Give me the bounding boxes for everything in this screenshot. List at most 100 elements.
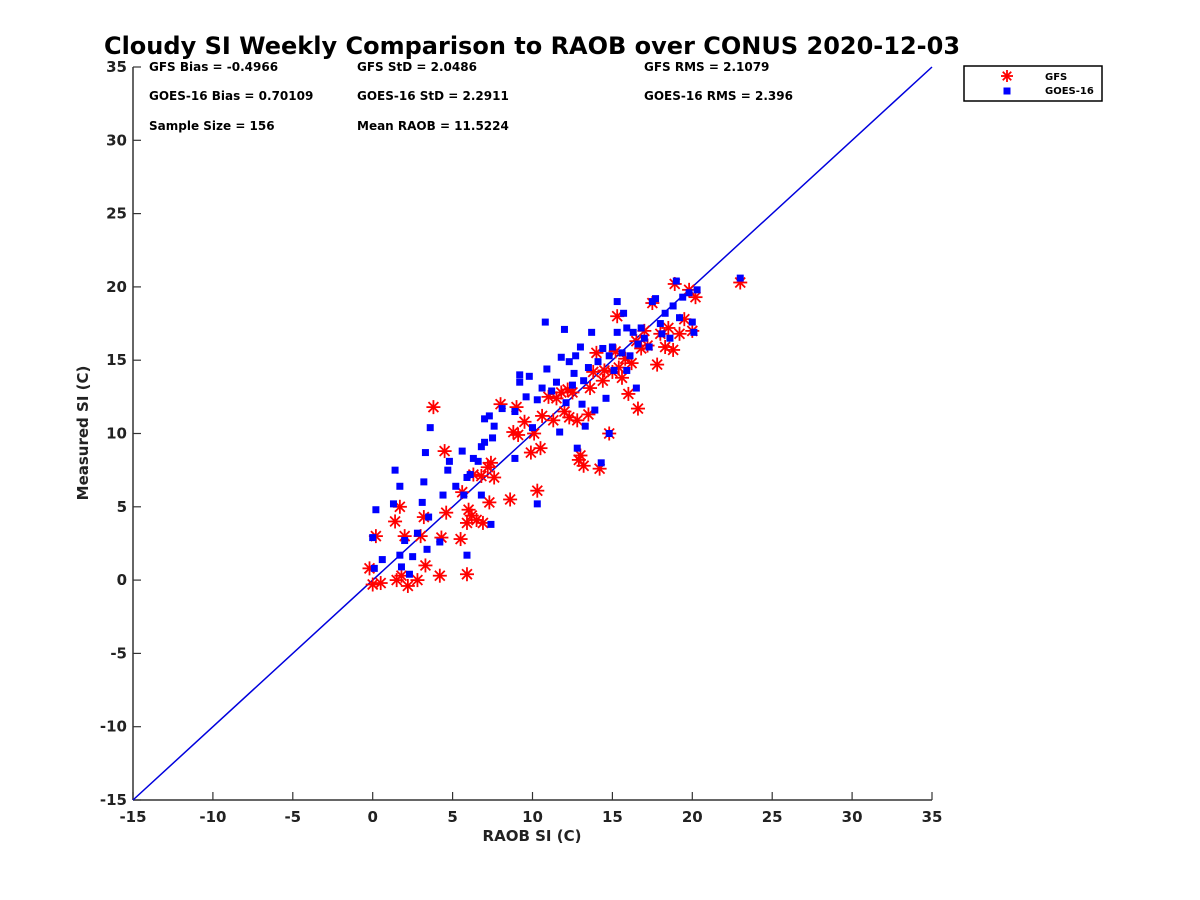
goes-16-point — [556, 428, 564, 436]
gfs-point — [517, 414, 532, 429]
goes-16-point — [568, 381, 576, 389]
legend-gfs-label: GFS — [1045, 72, 1067, 83]
goes-16-point — [613, 298, 621, 306]
goes-16-point — [477, 443, 485, 451]
goes-16-point — [474, 457, 482, 465]
gfs-point — [650, 357, 665, 372]
goes-16-point — [541, 318, 549, 326]
x-tick-label: 15 — [602, 808, 623, 826]
gfs-point — [439, 505, 454, 520]
goes-16-point — [477, 491, 485, 499]
gfs-point — [549, 391, 564, 406]
goes-16-point — [413, 529, 421, 537]
x-tick-label: 35 — [922, 808, 943, 826]
legend-goes-16-label: GOES-16 — [1045, 86, 1094, 97]
stat-annotation: Sample Size = 156 — [149, 119, 275, 133]
goes-16-point — [396, 482, 404, 490]
goes-16-point — [511, 408, 519, 416]
goes-16-point — [672, 277, 680, 285]
gfs-point — [418, 558, 433, 573]
x-axis-ticks: -15 -10 -5 0 5 10 15 20 25 30 35 — [119, 792, 942, 826]
goes-16-point — [405, 570, 413, 578]
gfs-point — [511, 427, 526, 442]
gfs-point — [483, 455, 498, 470]
goes-16-point — [481, 438, 489, 446]
gfs-point — [666, 342, 681, 357]
legend-goes-16-marker — [1003, 87, 1011, 95]
y-tick-label: 10 — [106, 425, 127, 443]
goes-16-point — [637, 324, 645, 332]
goes-16-point — [608, 343, 616, 351]
goes-16-point — [370, 564, 378, 572]
gfs-point — [509, 400, 524, 415]
chart-title: Cloudy SI Weekly Comparison to RAOB over… — [104, 32, 960, 60]
gfs-point — [410, 573, 425, 588]
gfs-point — [453, 532, 468, 547]
gfs-point — [597, 363, 612, 378]
goes-16-point — [610, 366, 618, 374]
goes-16-point — [439, 491, 447, 499]
gfs-point — [459, 567, 474, 582]
stat-annotation: GOES-16 Bias = 0.70109 — [149, 89, 313, 103]
goes-16-point — [418, 498, 426, 506]
x-tick-label: 30 — [842, 808, 863, 826]
stat-annotation: GFS RMS = 2.1079 — [644, 60, 769, 74]
goes-16-point — [538, 384, 546, 392]
goes-16-point — [685, 289, 693, 297]
statistics-annotations: GFS Bias = -0.4966 GFS StD = 2.0486 GFS RM… — [149, 60, 793, 133]
goes-16-point — [618, 349, 626, 357]
y-tick-label: 25 — [106, 205, 127, 223]
y-tick-label: -10 — [100, 718, 127, 736]
goes-16-point — [578, 400, 586, 408]
goes-16-point — [560, 325, 568, 333]
goes-16-point — [623, 366, 631, 374]
goes-16-point — [452, 482, 460, 490]
y-tick-label: 20 — [106, 278, 127, 296]
y-tick-label: 0 — [117, 571, 127, 589]
goes-16-point — [485, 412, 493, 420]
x-tick-label: -5 — [284, 808, 301, 826]
goes-16-point — [397, 563, 405, 571]
gfs-point — [474, 469, 489, 484]
goes-16-point — [626, 352, 634, 360]
gfs-point — [533, 441, 548, 456]
goes-16-point — [490, 422, 498, 430]
goes-16-point — [557, 353, 565, 361]
y-tick-label: -15 — [100, 791, 127, 809]
goes-16-point — [591, 406, 599, 414]
goes-16-point — [652, 295, 660, 303]
gfs-point — [576, 458, 591, 473]
goes-16-point — [458, 447, 466, 455]
legend-gfs-marker — [1001, 70, 1013, 82]
goes-16-point — [401, 537, 409, 545]
gfs-point — [630, 401, 645, 416]
stat-annotation: GOES-16 StD = 2.2911 — [357, 89, 509, 103]
goes-16-point — [516, 378, 524, 386]
goes-16-point — [656, 320, 664, 328]
y-axis-ticks: -15 -10 -5 0 5 10 15 20 25 30 35 — [100, 58, 141, 809]
goes-16-point — [640, 334, 648, 342]
goes-16-point — [391, 466, 399, 474]
goes-16-point — [487, 520, 495, 528]
goes-16-point — [420, 478, 428, 486]
goes-16-point — [389, 500, 397, 508]
goes-16-point — [548, 387, 556, 395]
goes-16-point — [572, 352, 580, 360]
goes-16-point — [573, 444, 581, 452]
gfs-point — [614, 370, 629, 385]
gfs-point — [546, 413, 561, 428]
gfs-point — [503, 492, 518, 507]
x-tick-label: -10 — [199, 808, 226, 826]
goes-16-point — [584, 364, 592, 372]
goes-16-point — [421, 449, 429, 457]
goes-16-point — [425, 513, 433, 521]
y-tick-label: 30 — [106, 131, 127, 149]
goes-16-point — [602, 394, 610, 402]
goes-16-point — [594, 358, 602, 366]
goes-16-point — [445, 457, 453, 465]
stat-annotation: GOES-16 RMS = 2.396 — [644, 89, 793, 103]
gfs-point — [437, 444, 452, 459]
goes-16-series — [369, 274, 744, 578]
goes-16-point — [498, 405, 506, 413]
y-tick-label: 35 — [106, 58, 127, 76]
